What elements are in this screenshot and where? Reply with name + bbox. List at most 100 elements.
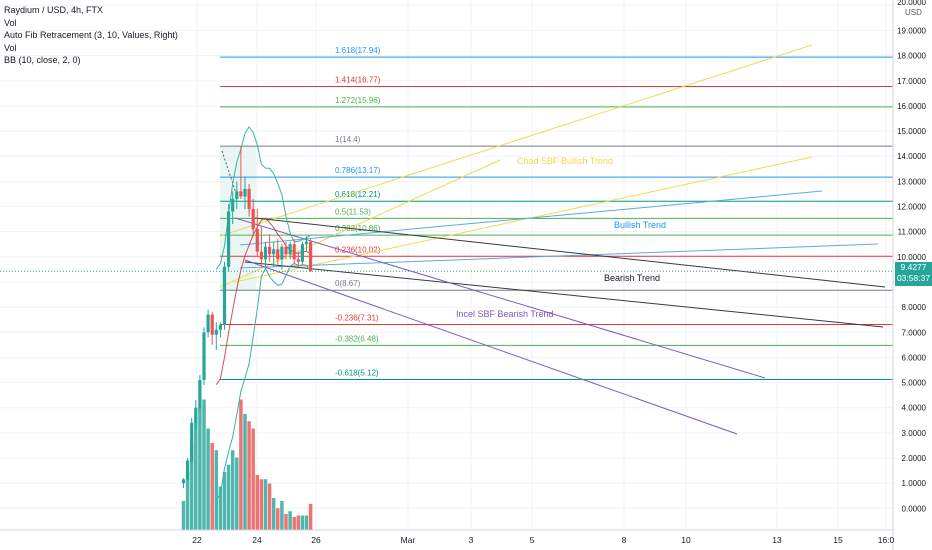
price-tick-label: 5.0000 bbox=[902, 379, 927, 388]
candle-body[interactable] bbox=[247, 188, 251, 210]
candle-body[interactable] bbox=[309, 241, 313, 272]
candle-body[interactable] bbox=[186, 460, 190, 480]
time-tick-label: Mar bbox=[401, 535, 416, 545]
candle-body[interactable] bbox=[202, 332, 206, 381]
candle-body[interactable] bbox=[296, 259, 300, 262]
candle-body[interactable] bbox=[276, 249, 280, 260]
volume-bar-tint bbox=[263, 479, 268, 530]
candle-body[interactable] bbox=[198, 380, 202, 408]
volume-bar-tint bbox=[210, 443, 214, 530]
candle-body[interactable] bbox=[235, 191, 239, 199]
volume-bar-tint bbox=[202, 399, 206, 530]
candle-body[interactable] bbox=[243, 188, 247, 197]
trend-label: Chad SBF Bullish Trend bbox=[517, 156, 613, 166]
fib-level-label: 0.236(10.02) bbox=[335, 245, 381, 254]
fib-level-label: 0.618(12.21) bbox=[335, 190, 381, 199]
fib-level-label: -0.618(5.12) bbox=[335, 369, 379, 378]
candle-body[interactable] bbox=[218, 324, 222, 330]
candle-body[interactable] bbox=[239, 191, 243, 197]
bearish-trendline-upper[interactable] bbox=[254, 217, 886, 288]
volume-bar-tint bbox=[218, 486, 223, 530]
fib-level-label: -0.236(7.31) bbox=[335, 313, 379, 322]
candle-body[interactable] bbox=[288, 244, 292, 255]
volume-bar-tint bbox=[288, 511, 292, 530]
price-tick-label: 16.0000 bbox=[897, 102, 926, 111]
candle-body[interactable] bbox=[181, 479, 186, 484]
price-tick-label: 15.0000 bbox=[897, 127, 926, 136]
symbol-title[interactable]: Raydium / USD, 4h, FTX bbox=[4, 5, 104, 15]
price-tick-label: 6.0000 bbox=[902, 353, 927, 362]
volume-bar-tint bbox=[255, 474, 259, 530]
volume-bar-tint bbox=[222, 472, 227, 530]
candle-body[interactable] bbox=[280, 246, 284, 260]
chad-bullish-trendline-lower[interactable] bbox=[234, 156, 813, 283]
indicator-vol[interactable]: Vol bbox=[4, 17, 17, 28]
indicator-vol-2[interactable]: Vol bbox=[4, 42, 17, 53]
bb-upper-band bbox=[215, 126, 311, 270]
candle-body[interactable] bbox=[263, 246, 268, 260]
candle-body[interactable] bbox=[272, 249, 276, 255]
time-tick-label: 13 bbox=[772, 535, 782, 545]
bearish-trendline-lower[interactable] bbox=[244, 261, 884, 328]
time-tick-label: 16:0 bbox=[878, 535, 895, 545]
volume-bar-tint bbox=[206, 428, 210, 530]
indicator-auto-fib[interactable]: Auto Fib Retracement (3, 10, Values, Rig… bbox=[4, 30, 178, 40]
candle-body[interactable] bbox=[292, 244, 296, 260]
chad-bullish-trendline-upper[interactable] bbox=[219, 44, 813, 237]
price-tick-label: 11.0000 bbox=[898, 228, 927, 237]
candle-body[interactable] bbox=[210, 314, 214, 335]
candle-body[interactable] bbox=[190, 422, 194, 461]
candle-body[interactable] bbox=[268, 246, 272, 255]
indicator-bollinger-bands[interactable]: BB (10, close, 2, 0) bbox=[4, 55, 81, 65]
volume-bar-tint bbox=[308, 503, 313, 530]
candle-body[interactable] bbox=[259, 251, 263, 260]
time-tick-label: 24 bbox=[252, 535, 262, 545]
fib-level-label: 0.5(11.53) bbox=[335, 207, 371, 216]
time-tick-label: 10 bbox=[681, 535, 691, 545]
price-tick-label: 1.0000 bbox=[902, 479, 927, 488]
volume-bar-tint bbox=[300, 515, 305, 530]
candle-body[interactable] bbox=[227, 211, 231, 267]
bar-countdown: 03:58:37 bbox=[896, 273, 931, 283]
price-tick-label: 2.0000 bbox=[902, 454, 927, 463]
candle-body[interactable] bbox=[300, 244, 304, 262]
candle-body[interactable] bbox=[284, 246, 288, 255]
candle-body[interactable] bbox=[304, 241, 309, 245]
candle-body[interactable] bbox=[214, 329, 218, 335]
candle-body[interactable] bbox=[206, 314, 210, 333]
trend-label: Incel SBF Bearish Trend bbox=[456, 309, 554, 319]
incel-bearish-trendline-lower[interactable] bbox=[244, 259, 738, 435]
time-tick-label: 22 bbox=[192, 535, 202, 545]
candle-body[interactable] bbox=[194, 407, 198, 423]
yellow-fan-line[interactable] bbox=[219, 159, 501, 288]
volume-bar-tint bbox=[181, 501, 186, 530]
fib-level-label: 0.382(10.86) bbox=[335, 224, 381, 233]
price-tick-label: 4.0000 bbox=[902, 404, 927, 413]
volume-bar-tint bbox=[292, 516, 296, 530]
volume-bar-tint bbox=[231, 450, 235, 530]
candle-body[interactable] bbox=[255, 229, 259, 252]
volume-bar-tint bbox=[247, 421, 251, 530]
price-tick-label: 7.0000 bbox=[902, 328, 927, 337]
candle-body[interactable] bbox=[251, 209, 255, 230]
price-tick-label: 13.0000 bbox=[897, 177, 926, 186]
time-tick-label: 15 bbox=[833, 535, 843, 545]
candle-body[interactable] bbox=[222, 266, 227, 325]
volume-bar-tint bbox=[296, 515, 300, 530]
candle-body[interactable] bbox=[231, 198, 235, 212]
price-tick-label: 12.0000 bbox=[897, 203, 926, 212]
volume-bar-tint bbox=[198, 406, 202, 530]
price-tick-label: 0.0000 bbox=[902, 504, 927, 513]
volume-bar-tint bbox=[259, 479, 264, 530]
bullish-trendline-lower[interactable] bbox=[239, 243, 879, 269]
volume-bar-tint bbox=[304, 515, 309, 530]
price-tick-label: 17.0000 bbox=[897, 77, 926, 86]
incel-bearish-trendline-upper[interactable] bbox=[234, 217, 766, 379]
volume-bar-tint bbox=[251, 428, 255, 530]
price-tick-label: 19.0000 bbox=[897, 26, 926, 35]
fib-level-label: 1.414(16.77) bbox=[335, 76, 381, 85]
volume-bar-tint bbox=[243, 414, 247, 530]
bullish-trendline-upper[interactable] bbox=[239, 190, 823, 246]
